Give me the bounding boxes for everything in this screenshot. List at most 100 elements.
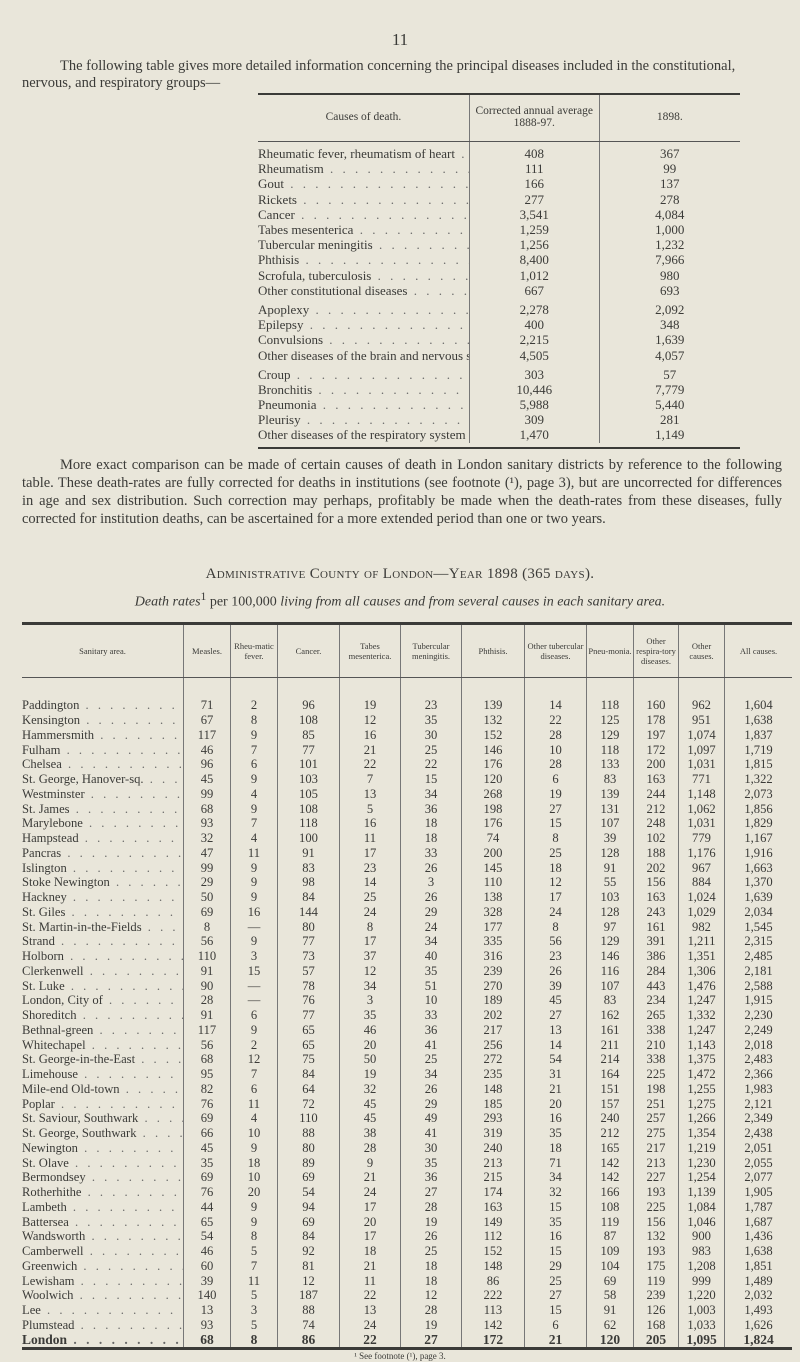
rate-cell: 234 <box>633 993 679 1008</box>
rate-cell: 45 <box>339 1111 401 1126</box>
rate-cell: 1,084 <box>678 1199 725 1215</box>
area-name: Plumstead <box>22 1318 184 1333</box>
rate-cell: 1,031 <box>678 757 725 772</box>
rate-cell: 51 <box>400 978 462 993</box>
rate-cell: 33 <box>400 1007 462 1023</box>
cause-name: Apoplexy <box>258 302 469 317</box>
rate-cell: 163 <box>461 1199 525 1215</box>
rate-cell: 9 <box>339 1155 401 1170</box>
rate-cell: 12 <box>339 963 401 979</box>
rate-cell: 21 <box>339 1258 401 1274</box>
rate-cell: 132 <box>633 1229 679 1244</box>
rate-cell: 32 <box>339 1081 401 1097</box>
rate-cell: 144 <box>277 904 340 920</box>
rate-cell: 14 <box>524 698 587 713</box>
value-cell: 7,966 <box>598 252 740 268</box>
subtitle-mid: per 100,000 <box>206 594 281 610</box>
rate-cell: 9 <box>230 801 278 816</box>
value-cell: 7,779 <box>598 381 740 397</box>
rate-cell: 110 <box>461 875 525 890</box>
value-cell: 2,215 <box>468 332 600 348</box>
rate-cell: 198 <box>633 1081 679 1097</box>
rate-cell: 1,983 <box>724 1081 792 1097</box>
rate-cell: 108 <box>277 801 340 816</box>
rate-cell: 89 <box>277 1155 340 1170</box>
rate-cell: 1,638 <box>724 1243 792 1259</box>
rate-cell: 37 <box>339 948 401 964</box>
rate-cell: 69 <box>277 1170 340 1185</box>
rate-cell: 29 <box>524 1258 587 1274</box>
rate-cell: 210 <box>633 1037 679 1052</box>
rate-cell: 163 <box>633 771 679 787</box>
cause-name: Cancer <box>258 207 469 222</box>
rate-cell: 175 <box>633 1258 679 1274</box>
value-cell: 166 <box>468 176 600 192</box>
rate-cell: 962 <box>678 698 725 713</box>
rate-cell: 142 <box>461 1317 525 1333</box>
rate-cell: 68 <box>183 1332 231 1351</box>
value-cell: 111 <box>468 161 600 177</box>
rate-cell: 56 <box>183 934 231 949</box>
rate-cell: 110 <box>277 1111 340 1126</box>
rate-cell: 34 <box>339 978 401 993</box>
rate-cell: 328 <box>461 904 525 920</box>
rate-cell: 16 <box>230 904 278 920</box>
rate-cell: 29 <box>400 904 462 920</box>
value-cell: 667 <box>468 282 600 298</box>
rate-cell: 239 <box>633 1288 679 1303</box>
rate-cell: 49 <box>400 1111 462 1126</box>
rate-cell: 19 <box>400 1214 462 1229</box>
rate-cell: 235 <box>461 1066 525 1082</box>
rate-cell: 62 <box>586 1317 634 1333</box>
rate-cell: 156 <box>633 1214 679 1229</box>
column-header: Cancer. <box>277 622 340 678</box>
rate-cell: 10 <box>230 1170 278 1185</box>
page-number: 11 <box>391 30 409 49</box>
column-header: Other tubercular diseases. <box>524 622 587 678</box>
rate-cell: 7 <box>230 742 278 757</box>
rate-cell: 1,489 <box>724 1273 792 1288</box>
table-row: Lewisham39111211188625691199991,489 <box>22 1273 792 1288</box>
value-cell: 1,259 <box>468 221 600 238</box>
rate-cell: 99 <box>183 860 231 875</box>
rate-cell: 2 <box>230 1037 278 1052</box>
rate-cell: 21 <box>339 1170 401 1185</box>
rate-cell: 9 <box>230 860 278 875</box>
table-row: Other constitutional diseases667693 <box>258 282 740 298</box>
rate-cell: 118 <box>586 742 634 757</box>
rate-cell: 1,230 <box>678 1155 725 1170</box>
rate-cell: 217 <box>633 1140 679 1156</box>
rate-cell: 28 <box>183 993 231 1008</box>
table-row: Hampstead3241001118748391027791,167 <box>22 830 792 846</box>
rate-cell: 30 <box>400 727 462 743</box>
rate-cell: 293 <box>461 1111 525 1126</box>
rate-cell: 28 <box>400 1302 462 1318</box>
rate-cell: 29 <box>183 875 231 890</box>
rate-cell: 78 <box>277 978 340 993</box>
value-cell: 309 <box>468 412 600 428</box>
rate-cell: 157 <box>586 1096 634 1111</box>
table-row: Kensington6781081235132221251789511,638 <box>22 712 792 728</box>
rate-cell: 338 <box>633 1022 679 1038</box>
rate-cell: 1,354 <box>678 1125 725 1141</box>
rate-cell: 91 <box>183 1007 231 1023</box>
area-name: Battersea <box>22 1214 184 1229</box>
cause-name: Pneumonia <box>258 397 469 412</box>
rate-cell: 116 <box>586 963 634 979</box>
rate-cell: 1,851 <box>724 1258 792 1274</box>
rate-cell: 75 <box>277 1052 340 1067</box>
area-name: Paddington <box>22 698 184 713</box>
rate-cell: 15 <box>524 1199 587 1215</box>
rate-cell: 1,493 <box>724 1302 792 1318</box>
rate-cell: 1,247 <box>678 1022 725 1038</box>
rate-cell: 999 <box>678 1273 725 1288</box>
rate-cell: 64 <box>277 1081 340 1097</box>
rate-cell: 177 <box>461 919 525 934</box>
rate-cell: 76 <box>183 1184 231 1200</box>
value-cell: 3,541 <box>468 206 600 222</box>
